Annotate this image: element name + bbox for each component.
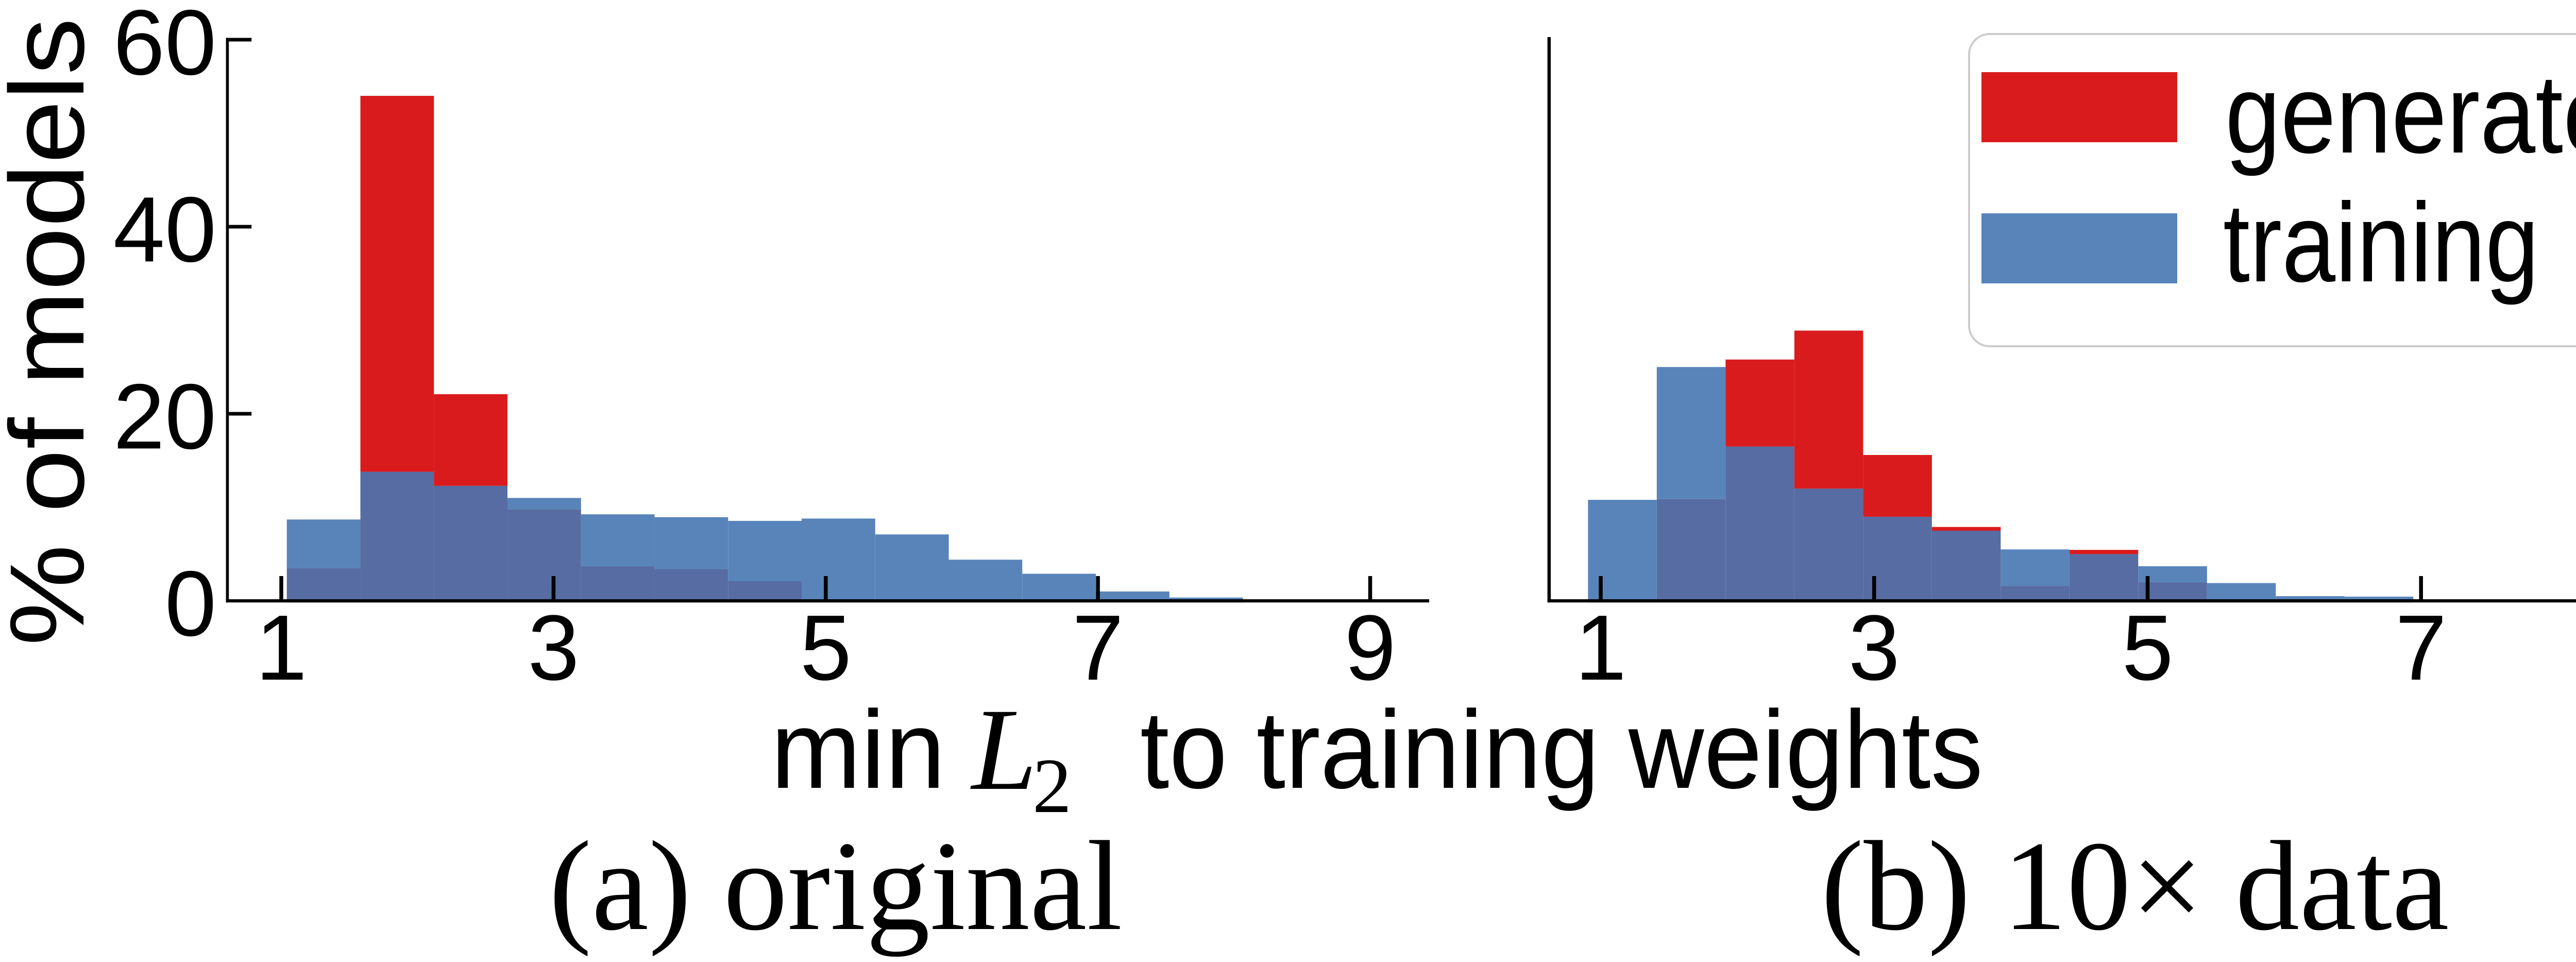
svg-text:3: 3: [528, 596, 579, 700]
svg-text:1: 1: [256, 596, 307, 700]
svg-text:60: 60: [113, 0, 216, 94]
svg-text:7: 7: [2395, 596, 2447, 700]
svg-text:(b) 10× data: (b) 10× data: [1821, 815, 2449, 957]
svg-text:5: 5: [800, 596, 852, 700]
svg-text:(a) original: (a) original: [549, 815, 1122, 957]
svg-text:20: 20: [113, 365, 216, 468]
svg-text:7: 7: [1072, 596, 1124, 700]
svg-text:9: 9: [1344, 596, 1396, 700]
svg-text:L: L: [970, 685, 1037, 815]
svg-text:to training weights: to training weights: [1140, 687, 1983, 812]
svg-text:5: 5: [2122, 596, 2173, 700]
svg-text:generated: generated: [2225, 52, 2576, 177]
svg-text:0: 0: [165, 552, 216, 655]
svg-text:1: 1: [1575, 596, 1626, 700]
svg-text:% of models: % of models: [0, 18, 106, 646]
svg-text:3: 3: [1849, 596, 1900, 700]
svg-text:min: min: [771, 687, 945, 812]
svg-text:2: 2: [1032, 742, 1072, 829]
svg-text:training: training: [2223, 180, 2539, 306]
svg-text:40: 40: [113, 178, 216, 281]
